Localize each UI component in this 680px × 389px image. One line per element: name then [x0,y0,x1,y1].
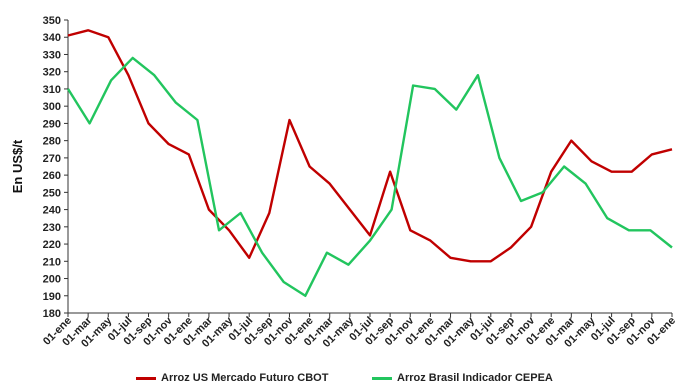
y-tick-label: 250 [43,187,61,199]
y-tick-label: 200 [43,274,61,286]
legend-item-cbot: Arroz US Mercado Futuro CBOT [136,372,328,384]
y-tick-label: 260 [43,170,61,182]
y-tick-label: 320 [43,67,61,79]
y-tick-label: 300 [43,101,61,113]
legend: Arroz US Mercado Futuro CBOT Arroz Brasi… [0,370,680,389]
y-tick-label: 230 [43,222,61,234]
y-tick-label: 290 [43,118,61,130]
y-tick-label: 220 [43,239,61,251]
legend-label-cbot: Arroz US Mercado Futuro CBOT [161,372,329,384]
plot-frame [67,20,672,314]
y-axis-label: En US$/t [10,139,25,193]
y-tick-label: 340 [43,32,61,44]
y-tick-label: 210 [43,256,61,268]
legend-item-cepea: Arroz Brasil Indicador CEPEA [372,372,553,384]
series-line-cbot [67,29,673,263]
y-tick-label: 190 [43,291,61,303]
y-tick-label: 350 [43,15,61,27]
series-line-cepea [66,56,673,297]
y-tick-label: 180 [43,308,61,320]
y-tick-label: 330 [43,49,61,61]
x-axis: 01-ene01-mar01-may01-jul01-sep01-nov01-e… [41,313,678,350]
y-axis: 180 190 200 210 220 230 240 250 260 270 280 290 300 3… [43,15,68,320]
y-tick-label: 240 [43,205,61,217]
y-tick-label: 270 [43,153,61,165]
y-tick-label: 310 [43,84,61,96]
legend-label-cepea: Arroz Brasil Indicador CEPEA [397,372,553,384]
legend-swatch-cepea [372,376,392,380]
line-chart: 180 190 200 210 220 230 240 250 260 270 280 290 300 3… [10,15,678,350]
legend-swatch-cbot [136,376,156,380]
series-layer [66,29,673,297]
y-tick-label: 280 [43,136,61,148]
